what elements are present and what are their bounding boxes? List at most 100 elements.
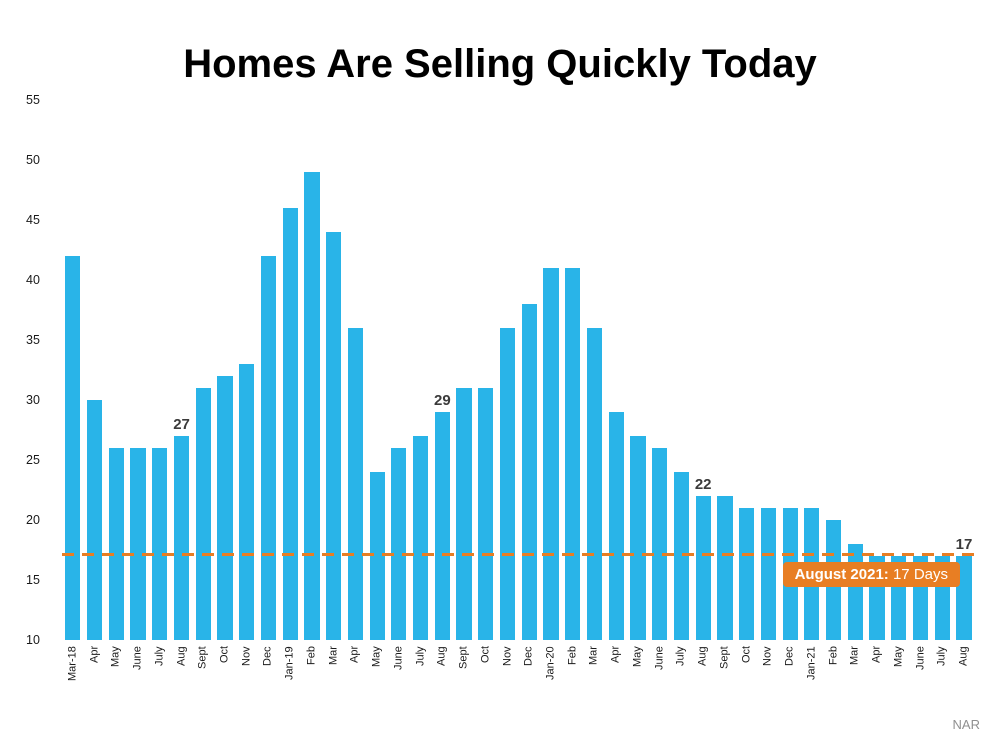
bar-slot-Apr-37: Apr — [866, 100, 888, 663]
bar-value-label-Aug: 27 — [173, 416, 190, 433]
bar-value-label-Aug: 22 — [694, 476, 712, 493]
bar-Apr-13 — [347, 328, 364, 640]
y-tick-20: 20 — [26, 512, 40, 527]
x-tick-Mar-12: Mar — [327, 646, 340, 665]
annotation-badge-text: 17 Days — [892, 566, 948, 583]
bar-slot-Apr-1: Apr — [84, 100, 106, 663]
bar-slot-Feb-23: Feb — [562, 100, 584, 665]
bar-Feb-23 — [565, 268, 581, 640]
bar-Feb-11 — [304, 172, 320, 640]
bar-Mar-12 — [326, 232, 342, 640]
x-tick-Mar-18-0: Mar-18 — [66, 646, 79, 681]
bar-slot-June-27: June — [649, 100, 671, 670]
bar-June-15 — [391, 448, 407, 640]
bar-slot-Nov-8: Nov — [236, 100, 258, 666]
bar-July-16 — [413, 436, 429, 640]
bar-slot-Jan-20-22: Jan-20 — [540, 100, 562, 680]
bar-Sept-6 — [195, 388, 211, 640]
bar-slot-Apr-13: Apr — [345, 100, 367, 663]
x-tick-Apr-1: Apr — [88, 646, 100, 664]
bar-slot-June-3: June — [127, 100, 149, 670]
bar-Nov-20 — [499, 328, 516, 640]
bar-value-label-Aug: 17 — [955, 536, 973, 553]
bar-slot-May-14: May — [366, 100, 388, 667]
bar-May-2 — [108, 448, 124, 640]
y-tick-10: 10 — [26, 632, 40, 647]
bar-slot-Dec-33: Dec — [779, 100, 801, 666]
bar-May-26 — [630, 436, 646, 640]
x-tick-Jan-21-34: Jan-21 — [805, 646, 818, 680]
bar-June-3 — [130, 448, 146, 640]
bar-Nov-32 — [760, 508, 776, 640]
x-tick-Mar-24: Mar — [587, 646, 600, 665]
y-tick-50: 50 — [26, 152, 40, 167]
bar-May-14 — [369, 472, 385, 640]
bar-slot-May-26: May — [627, 100, 649, 667]
bar-slot-July-28: July — [671, 100, 693, 666]
bar-June-27 — [652, 448, 668, 640]
x-tick-Dec-33: Dec — [783, 646, 796, 666]
x-tick-Aug-29: Aug — [696, 646, 709, 666]
bar-Oct-7 — [217, 376, 233, 640]
bar-slot-Oct-31: Oct — [736, 100, 758, 663]
x-tick-Oct-7: Oct — [218, 646, 231, 664]
bar-slot-June-15: June — [388, 100, 410, 670]
x-tick-Apr-13: Apr — [348, 646, 361, 664]
x-tick-July-40: July — [935, 646, 948, 666]
bar-slot-Jan-21-34: Jan-21 — [801, 100, 823, 680]
x-tick-Mar-36: Mar — [848, 646, 861, 665]
y-tick-55: 55 — [26, 92, 40, 107]
bar-slot-May-2: May — [105, 100, 127, 667]
x-tick-Nov-32: Nov — [761, 646, 774, 666]
x-tick-Aug-5: Aug — [174, 646, 187, 666]
x-tick-Feb-35: Feb — [826, 646, 839, 665]
bar-Mar-18-0 — [65, 256, 81, 640]
x-tick-Apr-37: Apr — [870, 646, 883, 664]
x-tick-June-39: June — [913, 646, 926, 670]
bar-slot-Jan-19-10: Jan-19 — [279, 100, 301, 680]
x-tick-June-15: June — [392, 646, 405, 670]
x-tick-Aug-17: Aug — [435, 646, 448, 666]
bar-July-4 — [152, 448, 168, 640]
annotation-badge: August 2021: 17 Days — [782, 562, 960, 587]
bar-slot-Mar-36: Mar — [844, 100, 866, 665]
bar-slot-Aug-5: 27 Aug — [171, 100, 193, 666]
y-axis: 10 15 20 25 30 35 40 45 50 55 — [26, 94, 56, 646]
x-tick-Nov-20: Nov — [500, 646, 513, 666]
bar-Apr-1 — [87, 400, 103, 640]
x-tick-Jan-20-22: Jan-20 — [544, 646, 557, 680]
y-tick-40: 40 — [26, 272, 40, 287]
bar-slot-July-4: July — [149, 100, 171, 666]
x-tick-May-14: May — [370, 646, 383, 667]
x-tick-May-38: May — [892, 646, 905, 667]
bar-Sept-18 — [456, 388, 472, 640]
bar-slot-Oct-19: Oct — [475, 100, 497, 663]
bar-slot-Mar-18-0: Mar-18 — [62, 100, 84, 681]
bar-slot-July-16: July — [410, 100, 432, 666]
x-tick-Sept-30: Sept — [718, 646, 731, 669]
x-tick-Apr-25: Apr — [609, 646, 622, 664]
bar-slot-Feb-35: Feb — [823, 100, 845, 665]
bar-Jan-19-10 — [282, 208, 298, 640]
y-tick-45: 45 — [26, 212, 40, 227]
bar-slot-Sept-18: Sept — [453, 100, 475, 669]
x-tick-July-28: July — [674, 646, 687, 666]
bar-slot-Dec-9: Dec — [258, 100, 280, 666]
y-tick-15: 15 — [26, 572, 40, 587]
bar-Nov-8 — [239, 364, 255, 640]
bar-slot-May-38: May — [888, 100, 910, 667]
x-tick-Jan-19-10: Jan-19 — [283, 646, 296, 680]
reference-line-dashed — [62, 552, 975, 556]
bar-Aug-29: 22 — [695, 476, 712, 640]
bar-Mar-36 — [847, 544, 863, 640]
bar-Oct-19 — [478, 388, 494, 640]
bar-Oct-31 — [739, 508, 755, 640]
bar-Sept-30 — [717, 496, 733, 640]
x-tick-July-4: July — [153, 646, 166, 666]
x-tick-May-2: May — [109, 646, 122, 667]
bar-slot-Mar-12: Mar — [323, 100, 345, 665]
bar-Aug-41: 17 — [956, 536, 972, 640]
bar-Jan-20-22 — [543, 268, 559, 640]
x-tick-Dec-21: Dec — [522, 646, 535, 666]
bar-slot-Aug-17: 29 Aug — [431, 100, 453, 666]
